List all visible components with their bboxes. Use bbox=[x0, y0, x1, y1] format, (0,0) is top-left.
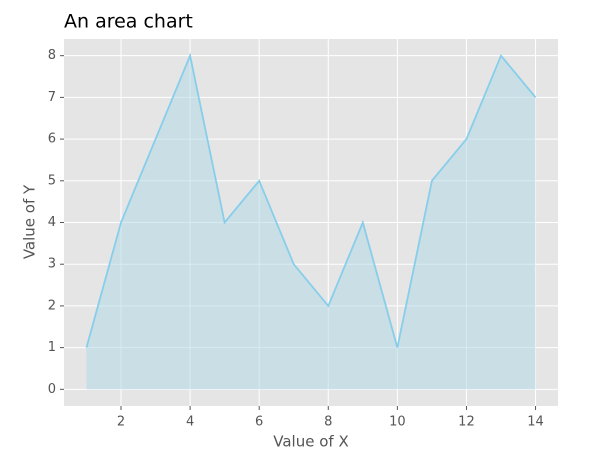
y-tick-label: 4 bbox=[48, 215, 56, 230]
y-axis-label: Value of Y bbox=[21, 184, 39, 259]
x-tick-label: 10 bbox=[389, 415, 406, 430]
y-tick-label: 5 bbox=[48, 173, 56, 188]
x-tick-label: 6 bbox=[255, 415, 263, 430]
x-tick-label: 4 bbox=[186, 415, 194, 430]
chart-title: An area chart bbox=[64, 11, 193, 33]
x-tick-label: 8 bbox=[324, 415, 332, 430]
y-tick-label: 7 bbox=[48, 90, 56, 105]
y-tick-label: 1 bbox=[48, 340, 56, 355]
area bbox=[86, 55, 536, 390]
y-tick-label: 0 bbox=[48, 382, 56, 397]
x-tick-label: 12 bbox=[458, 415, 475, 430]
x-tick-label: 2 bbox=[117, 415, 125, 430]
y-tick-label: 6 bbox=[48, 132, 56, 147]
x-axis-label: Value of X bbox=[273, 433, 348, 451]
x-tick-label: 14 bbox=[527, 415, 544, 430]
line bbox=[85, 52, 537, 348]
y-tick-label: 2 bbox=[48, 298, 56, 313]
y-tick-label: 8 bbox=[48, 48, 56, 63]
y-tick-label: 3 bbox=[48, 257, 56, 272]
